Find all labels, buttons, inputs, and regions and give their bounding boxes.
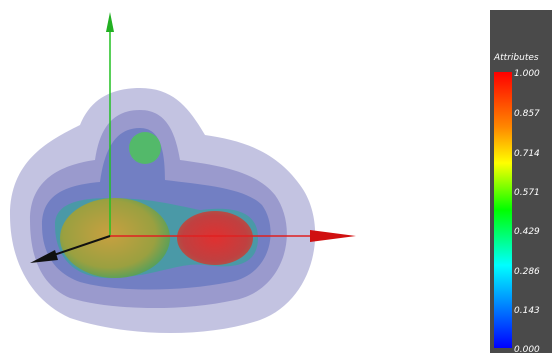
tick-label: 0.429 [514,227,540,237]
colorbar: Attributes 1.000 0.857 0.714 0.571 0.429… [490,10,552,353]
colorbar-title: Attributes [493,53,539,63]
viewer: Attributes 1.000 0.857 0.714 0.571 0.429… [0,0,552,353]
tick-label: 0.143 [514,306,540,316]
tick-label: 1.000 [514,69,540,79]
scene: Attributes 1.000 0.857 0.714 0.571 0.429… [0,0,552,353]
tick-label: 0.714 [514,149,540,159]
isosurface [10,88,315,333]
tick-label: 0.571 [514,188,540,198]
tick-label: 0.286 [514,267,540,277]
tick-label: 0.000 [514,345,540,353]
tick-label: 0.857 [514,109,540,119]
colorbar-ramp [494,72,512,348]
